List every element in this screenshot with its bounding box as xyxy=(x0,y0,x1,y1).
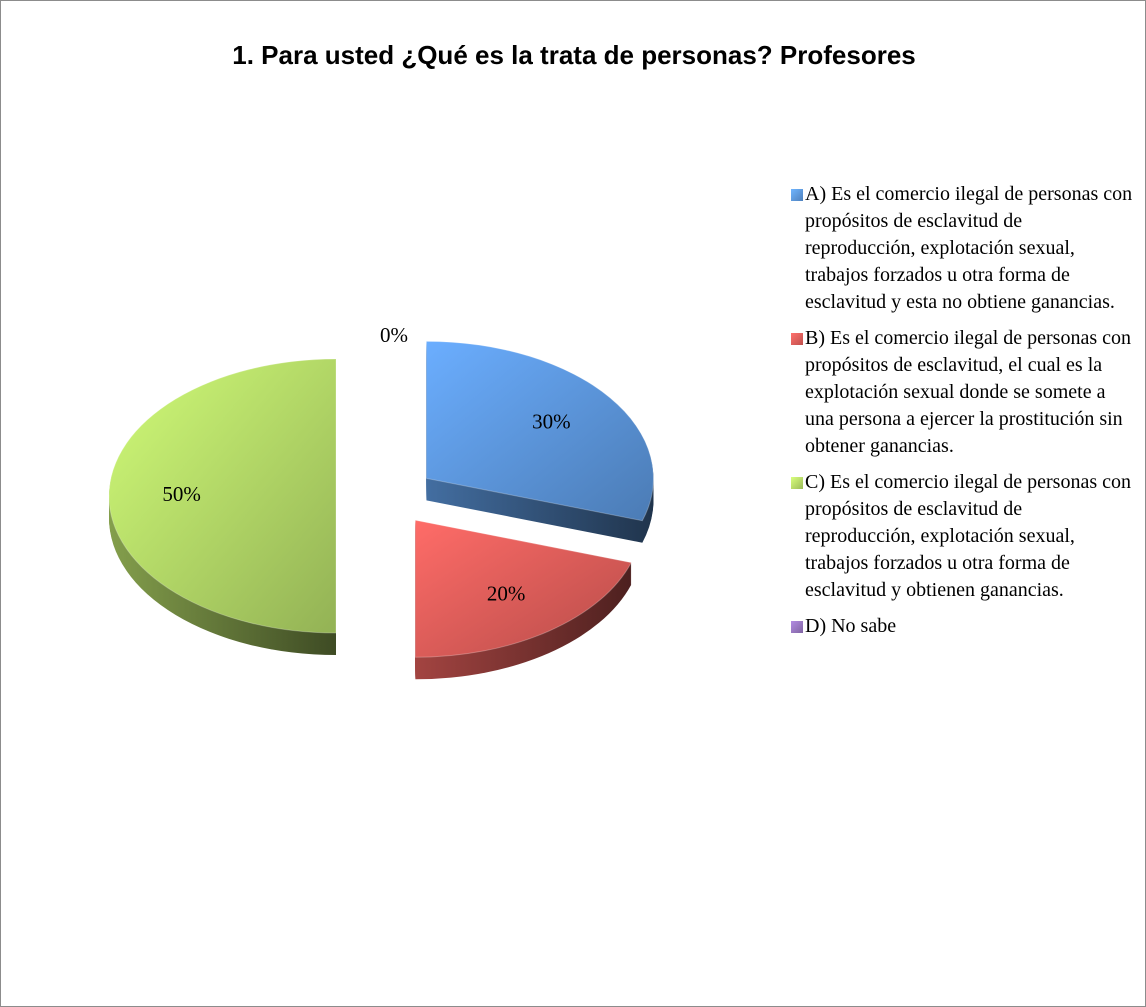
legend-swatch xyxy=(791,477,803,489)
legend-item: C) Es el comercio ilegal de personas con… xyxy=(789,469,1135,604)
pie-slice xyxy=(414,519,633,658)
legend-item: A) Es el comercio ilegal de personas con… xyxy=(789,181,1135,316)
legend-item: D) No sabe xyxy=(789,613,1135,640)
data-label: 0% xyxy=(380,323,408,347)
legend-label: C) Es el comercio ilegal de personas con… xyxy=(805,471,1131,601)
pie-slice xyxy=(425,340,654,522)
chart-title: 1. Para usted ¿Qué es la trata de person… xyxy=(232,40,916,70)
data-label: 30% xyxy=(532,409,571,433)
legend-label: D) No sabe xyxy=(805,615,897,637)
pie-slice xyxy=(108,358,337,634)
data-label: 50% xyxy=(162,482,201,506)
data-label: 20% xyxy=(487,581,526,605)
legend-item: B) Es el comercio ilegal de personas con… xyxy=(789,325,1135,460)
legend: A) Es el comercio ilegal de personas con… xyxy=(789,181,1135,649)
legend-swatch xyxy=(791,621,803,633)
legend-label: A) Es el comercio ilegal de personas con… xyxy=(805,183,1133,313)
legend-label: B) Es el comercio ilegal de personas con… xyxy=(805,327,1131,457)
legend-swatch xyxy=(791,333,803,345)
legend-swatch xyxy=(791,189,803,201)
